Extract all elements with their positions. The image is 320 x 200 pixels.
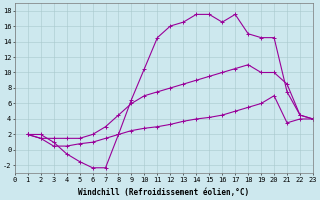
X-axis label: Windchill (Refroidissement éolien,°C): Windchill (Refroidissement éolien,°C) — [78, 188, 249, 197]
